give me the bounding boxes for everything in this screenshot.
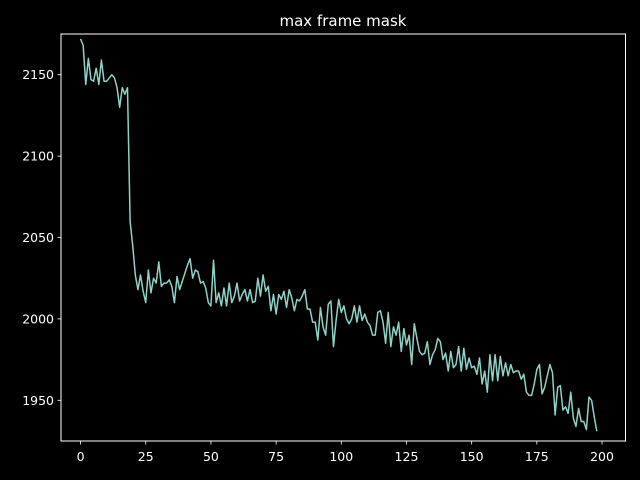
x-tick-label: 25	[138, 449, 154, 464]
y-tick-label: 2150	[22, 67, 54, 82]
plot-area	[79, 38, 598, 432]
x-tick-label: 200	[590, 449, 614, 464]
x-tick-label: 0	[77, 449, 85, 464]
axes-frame	[60, 33, 626, 442]
chart-title: max frame mask	[279, 12, 406, 30]
series-line	[79, 38, 598, 432]
y-tick-label: 1950	[22, 393, 54, 408]
y-tick-label: 2000	[22, 311, 54, 326]
y-tick-label: 2100	[22, 149, 54, 164]
x-tick-label: 125	[395, 449, 419, 464]
y-tick-label: 2050	[22, 230, 54, 245]
x-tick-label: 50	[203, 449, 219, 464]
x-tick-label: 175	[525, 449, 549, 464]
axis-ticks: 0 25 50 75 100 125 150 175 200 1950 2000 2050 2100 21…	[22, 67, 614, 464]
x-tick-label: 75	[268, 449, 284, 464]
x-tick-label: 100	[329, 449, 353, 464]
x-tick-label: 150	[460, 449, 484, 464]
